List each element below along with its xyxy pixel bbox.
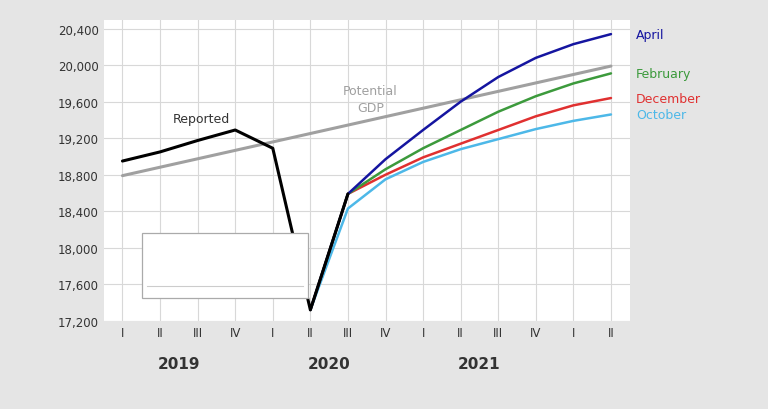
Text: February: February xyxy=(636,68,691,81)
Text: WSJ surveys: WSJ surveys xyxy=(152,257,223,270)
Text: December: December xyxy=(636,92,701,105)
Text: Potential
GDP: Potential GDP xyxy=(343,85,398,115)
Text: 2020: 2020 xyxy=(308,357,350,371)
Text: Reported: Reported xyxy=(173,113,230,126)
Text: GDP, bn.Ch.12$, SAAR: GDP, bn.Ch.12$, SAAR xyxy=(152,240,283,254)
Text: October: October xyxy=(636,109,686,121)
Text: 2021: 2021 xyxy=(458,357,501,371)
Text: 2019: 2019 xyxy=(157,357,200,371)
Text: April: April xyxy=(636,29,664,41)
Text: econbrowser.com: econbrowser.com xyxy=(152,288,248,298)
